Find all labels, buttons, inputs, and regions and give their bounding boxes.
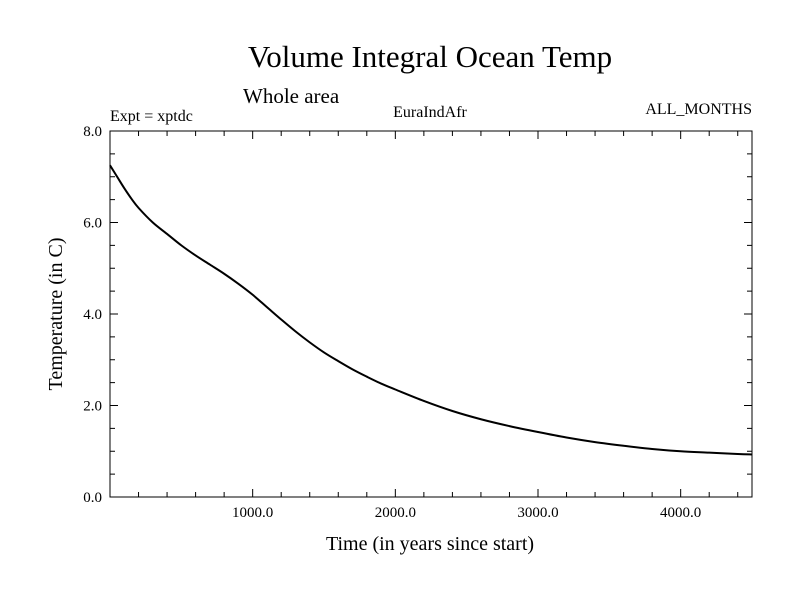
temperature-series-line [109,164,753,456]
y-axis-title: Temperature (in C) [45,238,67,391]
x-axis-title: Time (in years since start) [326,533,534,555]
y-tick-label: 0.0 [83,490,102,506]
y-tick-label: 6.0 [83,216,102,232]
chart-subtitle: Whole area [243,84,340,108]
months-label: ALL_MONTHS [645,101,752,118]
y-tick-label: 2.0 [83,399,102,415]
y-tick-label: 8.0 [83,124,102,140]
x-tick-label: 1000.0 [232,505,273,521]
y-tick-label: 4.0 [83,307,102,323]
x-tick-label: 2000.0 [375,505,416,521]
plot-frame [109,130,753,498]
chart-title: Volume Integral Ocean Temp [248,39,612,74]
y-tick-labels: 0.0 2.0 4.0 6.0 8.0 [83,124,102,506]
axis-ticks [110,131,752,497]
experiment-label: Expt = xptdc [110,108,193,125]
x-tick-label: 4000.0 [660,505,701,521]
region-label: EuraIndAfr [393,104,467,121]
x-tick-label: 3000.0 [517,505,558,521]
x-tick-labels: 1000.0 2000.0 3000.0 4000.0 [232,505,701,521]
